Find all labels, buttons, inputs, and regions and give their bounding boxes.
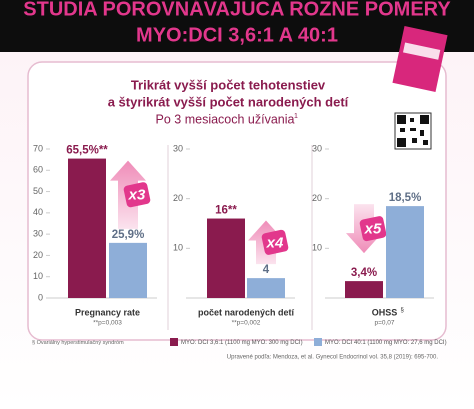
- y-tick-label: 30: [173, 143, 183, 153]
- source: Upravené podľa: Mendoza, et al. Gynecol …: [227, 355, 439, 361]
- footnote: § Ovariálny hyperstimulačný syndróm: [32, 340, 124, 346]
- legend-swatch: [314, 338, 322, 346]
- y-tick-label: 70: [33, 143, 43, 153]
- bar: [345, 281, 383, 298]
- bar: [247, 278, 285, 298]
- y-tick-label: 50: [33, 186, 43, 196]
- annotation-badge: [123, 182, 151, 208]
- subheading: Po 3 mesiacoch užívania: [156, 112, 295, 126]
- y-tick-label: 10: [312, 243, 322, 253]
- p-value-note: **p=0,002: [232, 320, 261, 327]
- bar: [386, 206, 424, 298]
- y-tick-label: 30: [33, 229, 43, 239]
- header-title: ŠTÚDIA POROVNÁVAJÚCA RÔZNE POMERY: [23, 0, 451, 20]
- subheading-superscript: 1: [294, 113, 298, 120]
- value-label: 65,5%**: [66, 145, 108, 157]
- y-tick-label: 20: [173, 193, 183, 203]
- legend-label: MYO: DCI 40:1 (1100 mg MYO: 27,6 mg DCI): [325, 340, 447, 346]
- value-label: 16**: [215, 205, 237, 217]
- annotation: x4: [266, 234, 284, 251]
- value-label: 25,9%: [112, 229, 145, 241]
- x-category-label: počet narodených detí: [198, 307, 295, 317]
- value-label: 4: [263, 264, 270, 276]
- bar: [68, 158, 106, 298]
- book-cover: [392, 26, 448, 92]
- qr-code: [394, 112, 432, 150]
- header-band: [0, 0, 474, 52]
- y-tick-label: 20: [312, 193, 322, 203]
- p-value-note: p=0,07: [374, 320, 394, 327]
- annotation: x5: [364, 221, 382, 238]
- bar: [207, 218, 245, 298]
- header-subtitle: MYO:DCI 3,6:1 A 40:1: [136, 24, 338, 46]
- y-tick-label: 30: [312, 143, 322, 153]
- y-tick-label: 20: [33, 250, 43, 260]
- annotation-badge: [359, 216, 387, 242]
- bar: [109, 242, 147, 298]
- category-superscript: §: [401, 308, 404, 314]
- headline: Trikrát vyšší počet tehotenstiev: [131, 77, 326, 92]
- x-category-label: OHSS: [372, 307, 398, 317]
- x-category-label: Pregnancy rate: [75, 307, 140, 317]
- legend-label: MYO: DCI 3,6:1 (1100 mg MYO: 300 mg DCI): [181, 340, 303, 346]
- annotation-badge: [261, 229, 289, 255]
- y-tick-label: 10: [173, 243, 183, 253]
- y-tick-label: 60: [33, 165, 43, 175]
- value-label: 18,5%: [389, 192, 422, 204]
- value-label: 3,4%: [351, 267, 377, 279]
- p-value-note: **p=0,003: [93, 320, 122, 327]
- annotation: x3: [128, 187, 146, 204]
- headline: a štyrikrát vyšší počet narodených detí: [108, 94, 349, 109]
- y-tick-label: 0: [38, 292, 43, 302]
- y-tick-label: 10: [33, 271, 43, 281]
- y-tick-label: 40: [33, 207, 43, 217]
- legend-swatch: [170, 338, 178, 346]
